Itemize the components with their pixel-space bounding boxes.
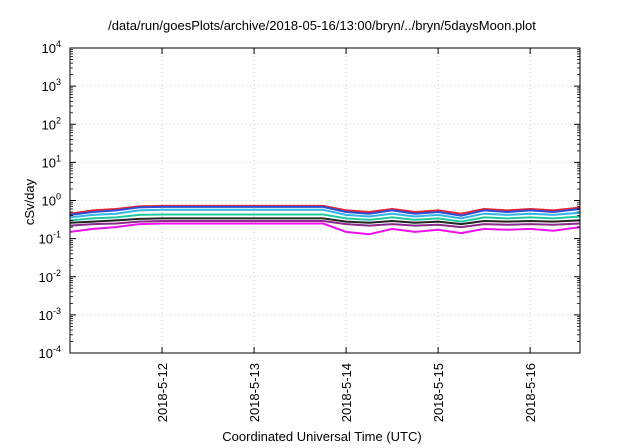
x-tick-label: 2018-5-16: [523, 363, 538, 422]
x-tick-label: 2018-5-13: [247, 363, 262, 422]
y-tick-label: 102: [42, 115, 61, 132]
y-tick-label: 10-4: [39, 344, 61, 361]
series-line-5: [69, 217, 581, 226]
y-tick-label: 104: [42, 39, 61, 56]
x-tick-label: 2018-5-14: [339, 363, 354, 422]
y-axis: 10-4 10-3 10-2 10-1 100 101 102 103 104: [39, 39, 580, 361]
chart-title: /data/run/goesPlots/archive/2018-05-16/1…: [108, 18, 536, 33]
y-tick-label: 10-2: [39, 268, 61, 285]
series-layer: [69, 204, 581, 236]
y-axis-label: cSv/day: [22, 178, 37, 225]
grid: [70, 48, 580, 353]
series-line-6: [69, 220, 581, 229]
x-tick-label: 2018-5-15: [431, 363, 446, 422]
y-tick-label: 100: [42, 192, 61, 209]
series-line-2: [69, 205, 581, 217]
x-tick-label: 2018-5-12: [155, 363, 170, 422]
x-axis-label: Coordinated Universal Time (UTC): [222, 429, 421, 444]
series-line-3: [69, 208, 581, 220]
series-line-7: [69, 222, 581, 236]
y-tick-label: 103: [42, 77, 61, 94]
y-tick-label: 10-3: [39, 306, 61, 323]
series-line-4: [69, 213, 581, 223]
x-axis: 2018-5-12 2018-5-13 2018-5-14 2018-5-15 2018…: [155, 48, 538, 422]
y-tick-label: 101: [42, 153, 61, 170]
y-tick-label: 10-1: [39, 230, 61, 247]
